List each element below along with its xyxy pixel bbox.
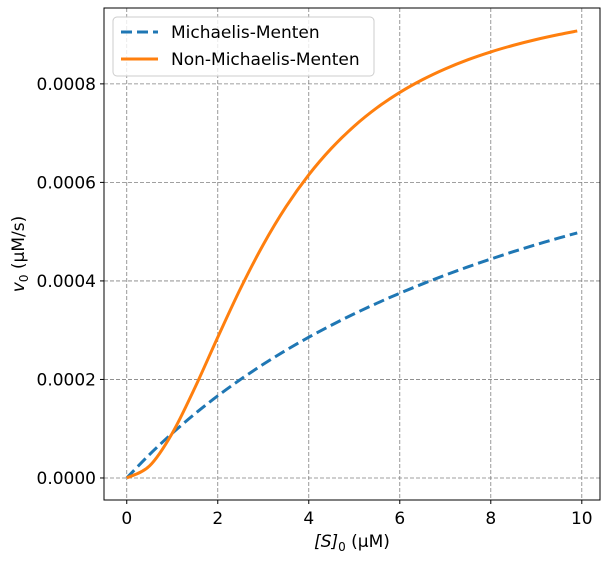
legend-label-michaelis-menten: Michaelis-Menten: [171, 23, 320, 43]
plot-frame: [103, 7, 601, 501]
y-tick-label: 0.0006: [37, 173, 96, 193]
y-tick-label: 0.0002: [37, 370, 96, 390]
x-tick-label: 2: [212, 509, 223, 529]
series-line-michaelis-menten: [125, 231, 578, 480]
series-line-non-michaelis-menten: [126, 29, 578, 480]
x-tick-label: 0: [121, 509, 132, 529]
ticks: 0 2 4 6 8 10 0.0000 0.0002 0.0004 0.0006 0.0008: [37, 75, 593, 529]
legend-box: [112, 16, 375, 77]
y-tick-label: 0.0000: [37, 469, 96, 489]
grid: [104, 8, 600, 500]
legend: Michaelis-Menten Non-Michaelis-Menten: [112, 16, 375, 77]
x-tick-label: 8: [485, 509, 496, 529]
y-axis-label: v0 (μM/s): [9, 216, 31, 292]
x-tick-label: 10: [571, 509, 593, 529]
x-axis-label: [S]0 (μM): [314, 532, 390, 554]
y-tick-label: 0.0008: [37, 75, 96, 95]
x-tick-label: 6: [394, 509, 405, 529]
legend-label-non-michaelis-menten: Non-Michaelis-Menten: [171, 50, 360, 70]
y-tick-label: 0.0004: [37, 272, 96, 292]
x-tick-label: 4: [303, 509, 314, 529]
series-lines: [125, 29, 578, 480]
